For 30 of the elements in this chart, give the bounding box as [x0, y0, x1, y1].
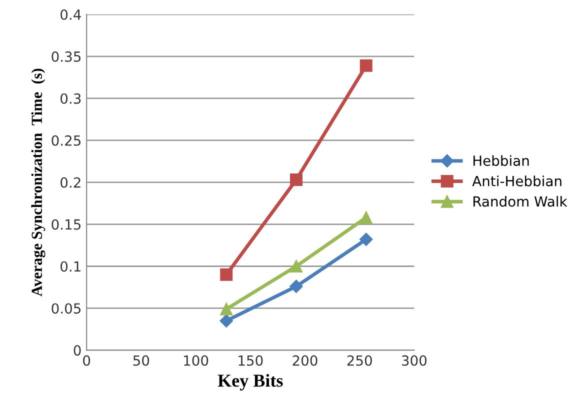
- x-tick-label: 300: [402, 355, 427, 366]
- y-tick-label: 0.35: [52, 51, 81, 62]
- y-tick-label: 0.2: [60, 177, 80, 188]
- x-tick-label: 50: [133, 355, 150, 366]
- y-tick-label: 0: [74, 345, 81, 356]
- point: [290, 260, 302, 273]
- x-axis-title: Key Bits: [218, 374, 283, 390]
- x-tick-label: 250: [347, 355, 372, 366]
- point: [360, 59, 372, 72]
- legend-label: Hebbian: [473, 155, 529, 166]
- legend-label: Anti-Hebbian: [472, 176, 562, 186]
- y-tick-label: 0.3: [60, 93, 81, 104]
- point: [360, 211, 372, 224]
- point: [220, 314, 233, 328]
- x-tick-label: 0: [83, 355, 90, 366]
- y-tick-label: 0.15: [52, 219, 81, 230]
- y-axis-title: Average Synchronization Time (s): [31, 68, 46, 296]
- point: [360, 232, 373, 246]
- y-tick-label: 0.25: [52, 135, 81, 146]
- point: [220, 268, 233, 281]
- x-tick-label: 200: [292, 355, 318, 366]
- x-tick-label: 100: [184, 355, 208, 366]
- point: [220, 302, 233, 316]
- legend-label: Random Walk: [473, 196, 568, 207]
- x-tick-label: 150: [238, 355, 263, 366]
- y-tick-label: 0.1: [60, 261, 80, 272]
- point: [290, 174, 302, 186]
- y-tick-label: 0.4: [60, 9, 81, 20]
- y-tick-label: 0.05: [52, 303, 81, 314]
- point: [290, 280, 303, 293]
